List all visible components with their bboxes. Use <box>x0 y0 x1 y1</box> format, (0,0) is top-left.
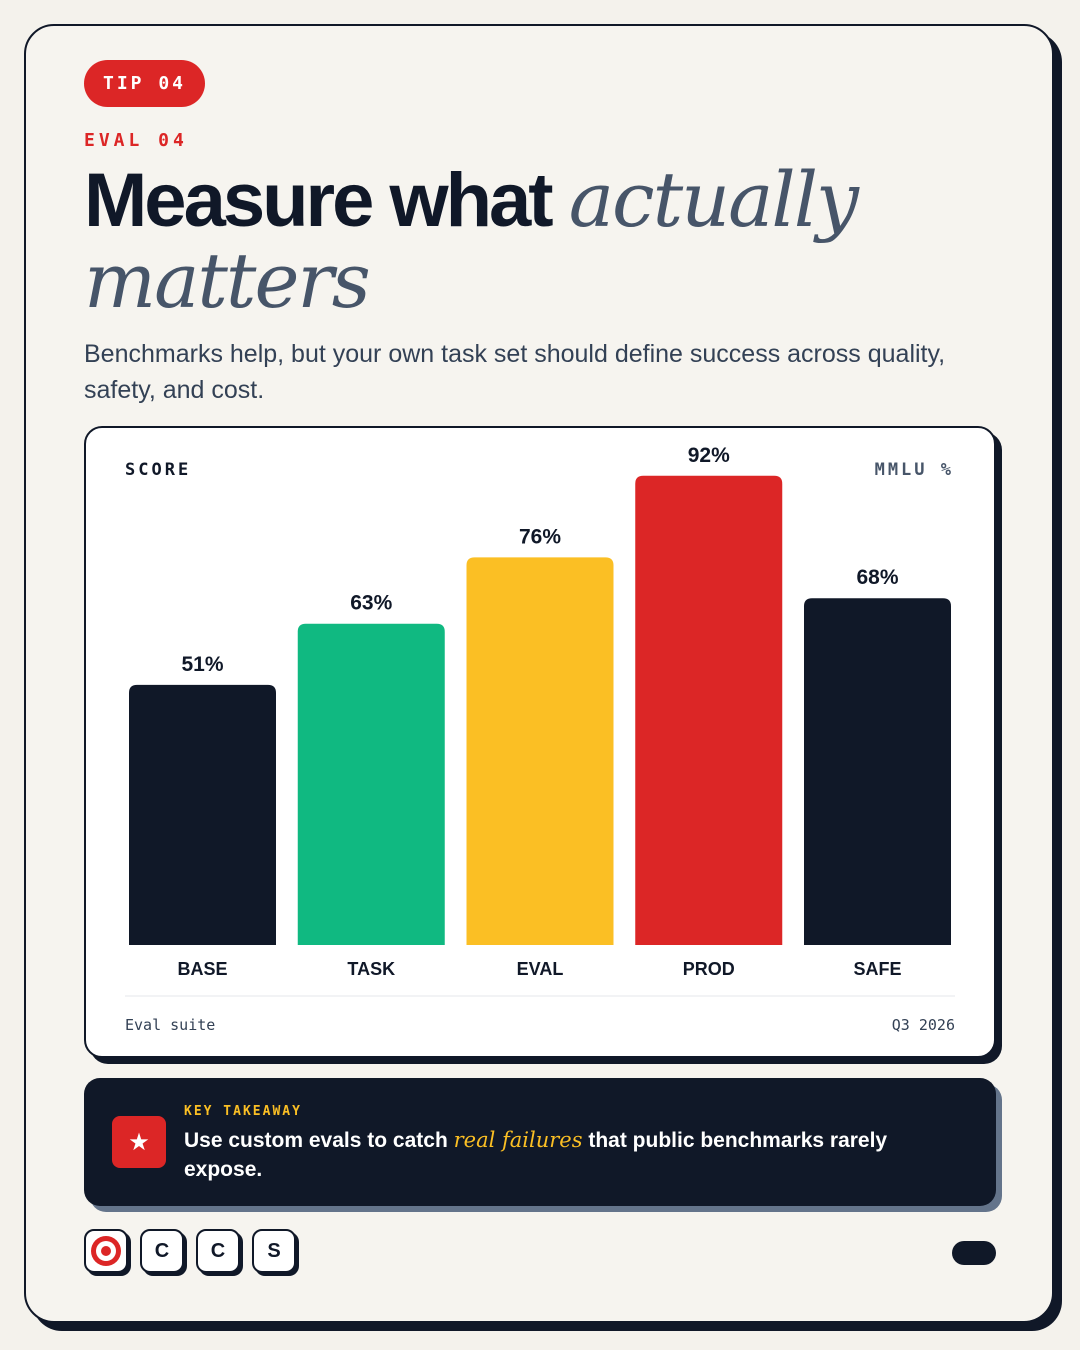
chip-2[interactable]: C <box>196 1229 240 1273</box>
value-label-prod: 92% <box>688 444 730 467</box>
value-label-task: 63% <box>350 592 392 615</box>
title-italic-1: actually <box>568 155 859 244</box>
takeaway-panel <box>84 1078 996 1206</box>
tip-badge: TIP 04 <box>84 60 205 107</box>
bar-chart: 51% BASE 63% TASK 76% EVAL 92% PROD 68% SAFE <box>125 444 955 997</box>
kicker-label: EVAL 04 <box>84 130 188 151</box>
category-label-safe: SAFE <box>853 959 901 979</box>
bar-eval <box>466 557 614 945</box>
bar-task <box>297 623 445 945</box>
subtitle: Benchmarks help, but your own task set s… <box>84 340 946 404</box>
takeaway-text-before: Use custom evals to catch <box>184 1129 448 1152</box>
value-label-safe: 68% <box>856 566 898 589</box>
target-chip[interactable] <box>84 1229 128 1273</box>
takeaway-text: Use custom evals to catch real failures … <box>184 1126 944 1184</box>
bar-prod <box>635 475 783 945</box>
value-label-base: 51% <box>181 653 223 676</box>
value-label-eval: 76% <box>519 525 561 548</box>
chip-3[interactable]: S <box>252 1229 296 1273</box>
title-main: Measure what <box>84 158 554 243</box>
category-label-base: BASE <box>177 959 227 979</box>
title-italic-2: matters <box>84 236 371 325</box>
chart-unit-label: MMLU % <box>874 460 954 480</box>
target-icon <box>91 1236 121 1266</box>
category-label-prod: PROD <box>683 959 735 979</box>
category-label-task: TASK <box>347 959 395 979</box>
chart-footer-right: Q3 2026 <box>891 1016 955 1034</box>
end-pill <box>952 1241 996 1265</box>
bar-base <box>129 684 276 945</box>
page-title: Measure what actually matters <box>84 160 984 322</box>
takeaway-label: KEY TAKEAWAY <box>184 1104 302 1119</box>
chart-footer-left: Eval suite <box>125 1016 216 1034</box>
chip-1[interactable]: C <box>140 1229 184 1273</box>
chart-y-title: SCORE <box>125 460 192 480</box>
bar-safe <box>804 598 951 945</box>
star-icon: ★ <box>112 1116 166 1168</box>
category-label-eval: EVAL <box>517 959 564 979</box>
takeaway-highlight: real failures <box>453 1128 583 1152</box>
takeaway-text-after: that public benchmarks rarely expose. <box>184 1129 888 1181</box>
